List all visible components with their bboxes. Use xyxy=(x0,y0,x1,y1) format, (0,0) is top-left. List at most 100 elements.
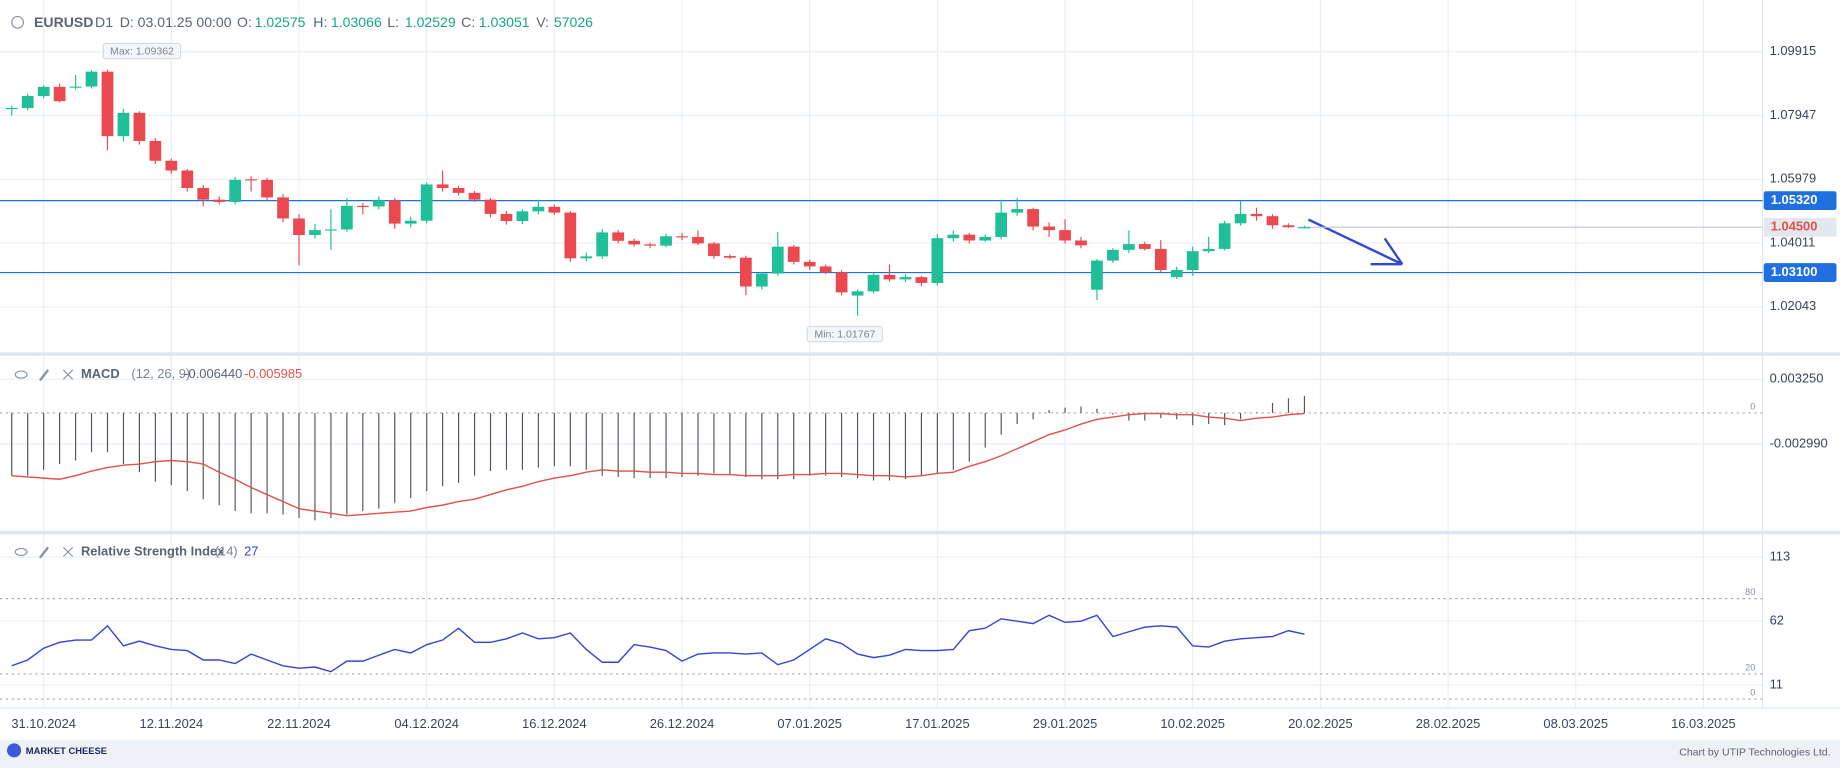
candle-body xyxy=(1091,260,1103,290)
candle-body xyxy=(500,213,513,222)
candle-body xyxy=(995,212,1008,237)
signal-value: -0.005985 xyxy=(244,366,302,381)
y-tick-label: 11 xyxy=(1770,677,1783,692)
candle-body xyxy=(771,246,784,274)
candle-body xyxy=(1298,227,1311,229)
settings-icon[interactable] xyxy=(38,369,50,382)
panel-separator xyxy=(0,530,1840,535)
candle-body xyxy=(293,218,305,235)
ohlc-value: 1.02529 xyxy=(405,14,456,30)
close-icon[interactable] xyxy=(62,546,74,558)
candle-body xyxy=(85,71,98,87)
candle-body xyxy=(1075,240,1087,246)
x-tick-label: 10.02.2025 xyxy=(1160,716,1225,731)
candle-body xyxy=(468,192,481,200)
candle-body xyxy=(484,199,497,214)
x-tick-label: 26.12.2024 xyxy=(650,716,715,731)
x-tick-label: 28.02.2025 xyxy=(1416,716,1481,731)
macd-icons[interactable] xyxy=(14,369,74,382)
logo: MARKET CHEESE xyxy=(26,745,107,756)
candle-body xyxy=(181,170,194,188)
candle-body xyxy=(404,220,417,224)
y-tick-label: 1.02043 xyxy=(1770,298,1817,313)
candle-body xyxy=(676,236,688,238)
y-tick-label: 113 xyxy=(1770,549,1791,564)
candle-body xyxy=(1170,269,1183,278)
candle-body xyxy=(979,236,992,241)
settings-icon[interactable] xyxy=(38,546,50,559)
y-tick-label: 1.09915 xyxy=(1770,43,1817,58)
candle-body xyxy=(1218,223,1231,249)
candle-body xyxy=(21,95,34,108)
candle-body xyxy=(516,211,529,222)
y-tick-label: -0.002990 xyxy=(1770,435,1828,450)
macd-value: -0.006440 xyxy=(184,366,242,381)
candle-body xyxy=(53,86,66,102)
date-label: D: 03.01.25 00:00 xyxy=(120,14,232,30)
x-tick-label: 29.01.2025 xyxy=(1033,716,1098,731)
candle-body xyxy=(532,206,545,212)
candle-body xyxy=(596,232,609,257)
info-icon[interactable] xyxy=(11,15,25,29)
x-tick-label: 16.12.2024 xyxy=(522,716,587,731)
candle-body xyxy=(867,274,880,292)
candle-body xyxy=(947,234,960,239)
eye-icon[interactable] xyxy=(14,547,28,557)
candle-body xyxy=(325,229,337,231)
candle-body xyxy=(1027,209,1039,227)
candle-body xyxy=(1202,248,1215,252)
signal-line xyxy=(11,412,1305,517)
x-tick-label: 22.11.2024 xyxy=(267,716,331,731)
candle-body xyxy=(1266,216,1279,226)
candle-body xyxy=(931,238,944,283)
candle-body xyxy=(1282,225,1295,228)
candle-body xyxy=(1138,244,1151,249)
min-box xyxy=(806,325,884,343)
candle-body xyxy=(883,274,896,280)
x-tick-label: 31.10.2024 xyxy=(11,716,76,731)
candle-body xyxy=(899,277,912,280)
close-icon[interactable] xyxy=(62,369,74,380)
candle-body xyxy=(229,179,242,202)
level-label: 80 xyxy=(1745,586,1755,597)
candle-body xyxy=(309,230,321,235)
ohlc-value: 57026 xyxy=(554,14,593,30)
rsi-icons[interactable] xyxy=(14,546,74,559)
candle-body xyxy=(245,179,257,181)
candle-body xyxy=(739,257,752,287)
candle-body xyxy=(133,112,146,142)
candle-body xyxy=(101,71,114,137)
eye-icon[interactable] xyxy=(14,370,28,379)
candle-body xyxy=(803,261,816,267)
candle-body xyxy=(197,187,210,200)
macd-params: (12, 26, 9) xyxy=(131,366,190,381)
x-tick-label: 20.02.2025 xyxy=(1288,716,1353,731)
y-tick-label: 1.04011 xyxy=(1770,234,1816,249)
candle-body xyxy=(356,205,369,207)
ohlc-label: O: xyxy=(237,14,252,30)
candle-body xyxy=(580,256,593,259)
ohlc-label: C: xyxy=(461,14,475,30)
candle-body xyxy=(915,277,928,283)
rsi-value: 27 xyxy=(244,543,258,558)
ohlc-label: L: xyxy=(387,14,399,30)
candle-body xyxy=(117,112,130,137)
candle-body xyxy=(420,184,433,221)
candle-body xyxy=(724,256,736,258)
candle-body xyxy=(37,86,50,96)
rsi-line xyxy=(11,614,1305,673)
candle-body xyxy=(213,199,226,202)
candle-body xyxy=(835,272,848,293)
macd-title: MACD xyxy=(81,366,120,381)
ohlc-label: H: xyxy=(313,14,327,30)
x-tick-label: 12.11.2024 xyxy=(140,716,204,731)
candle-body xyxy=(628,240,641,245)
y-tick-label: 0.003250 xyxy=(1770,371,1824,386)
candle-body xyxy=(1011,209,1024,213)
candle-body xyxy=(612,232,625,241)
x-tick-label: 17.01.2025 xyxy=(905,716,970,731)
zero-label: 0 xyxy=(1750,401,1755,412)
level-label: 1.05320 xyxy=(1771,192,1818,207)
candle-body xyxy=(341,205,353,230)
